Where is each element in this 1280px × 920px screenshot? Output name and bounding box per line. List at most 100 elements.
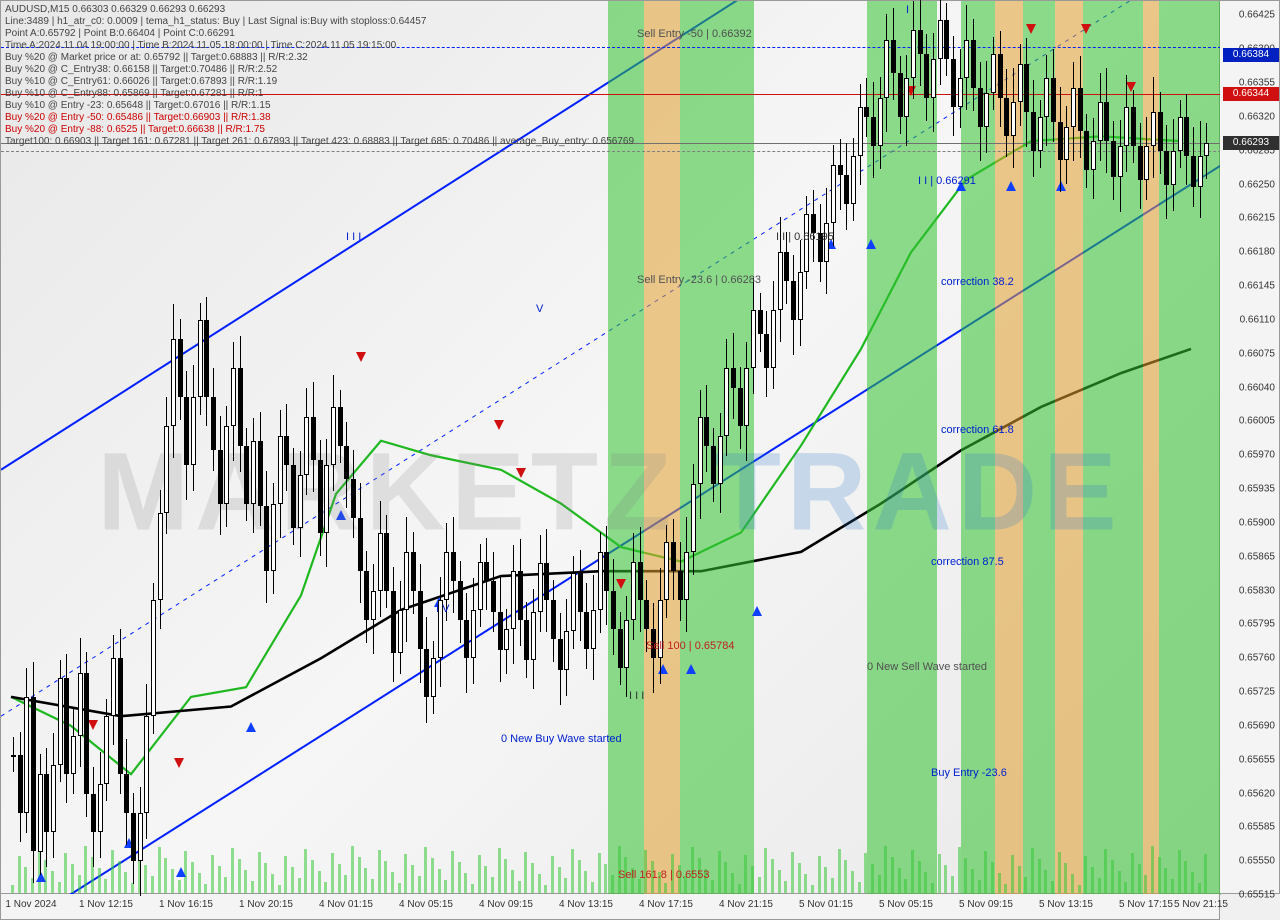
candle-body [771, 310, 776, 368]
candle-body [231, 368, 236, 426]
candle-body [1031, 112, 1036, 151]
candle-body [451, 552, 456, 581]
candle-body [698, 417, 703, 485]
candle-body [711, 446, 716, 485]
candle-body [131, 813, 136, 861]
candle-body [444, 552, 449, 600]
price-tick: 0.65585 [1239, 822, 1275, 833]
candle-body [24, 697, 29, 813]
time-tick: 4 Nov 05:15 [399, 899, 453, 910]
candle-body [1118, 146, 1123, 177]
candle-body [318, 460, 323, 532]
candle-body [1151, 112, 1156, 146]
candle-body [144, 716, 149, 813]
candle-body [758, 310, 763, 334]
time-tick: 4 Nov 01:15 [319, 899, 373, 910]
time-tick: 4 Nov 21:15 [719, 899, 773, 910]
candle-body [478, 562, 483, 610]
price-tick: 0.65725 [1239, 687, 1275, 698]
time-tick: 5 Nov 13:15 [1039, 899, 1093, 910]
candle-body [638, 562, 643, 601]
candle-body [984, 93, 989, 127]
candle-body [164, 426, 169, 513]
candle-body [291, 465, 296, 528]
candle-body [138, 813, 143, 861]
candle-body [351, 479, 356, 518]
time-tick: 4 Nov 13:15 [559, 899, 613, 910]
chart-annotation: Buy Entry -23.6 [931, 767, 1007, 779]
time-tick: 5 Nov 01:15 [799, 899, 853, 910]
candle-body [391, 591, 396, 654]
candle-body [124, 774, 129, 813]
candle-body [178, 339, 183, 397]
plot-area[interactable]: MARKETZ TRADE Sell Entry -23.6 | 0.66283… [0, 0, 1220, 894]
price-tick: 0.66250 [1239, 179, 1275, 190]
price-badge: 0.66293 [1223, 136, 1279, 150]
candle-body [731, 368, 736, 387]
price-badge: 0.66384 [1223, 48, 1279, 62]
candle-body [991, 54, 996, 93]
price-tick: 0.66145 [1239, 281, 1275, 292]
info-line: Line:3489 | h1_atr_c0: 0.0009 | tema_h1_… [5, 16, 634, 28]
candle-body [1051, 78, 1056, 121]
candle-body [1198, 156, 1203, 187]
candle-body [1191, 156, 1196, 187]
candle-body [424, 649, 429, 697]
candle-body [1111, 141, 1116, 177]
candle-body [191, 397, 196, 465]
candle-body [964, 40, 969, 79]
candle-body [978, 88, 983, 127]
candle-body [878, 98, 883, 146]
candle-body [18, 755, 23, 813]
candle-body [644, 600, 649, 629]
chart-annotation: Sell 100 | 0.65784 [646, 640, 734, 652]
candle-body [1171, 151, 1176, 185]
candle-body [1138, 146, 1143, 180]
candle-body [631, 562, 636, 620]
candle-body [738, 388, 743, 427]
chart-annotation: I I I [346, 231, 361, 243]
candle-body [531, 612, 536, 660]
candle-body [898, 73, 903, 116]
time-tick: 4 Nov 17:15 [639, 899, 693, 910]
candle-body [871, 117, 876, 146]
price-tick: 0.66075 [1239, 348, 1275, 359]
candle-body [764, 334, 769, 368]
time-tick: 1 Nov 12:15 [79, 899, 133, 910]
candle-body [324, 465, 329, 533]
candle-body [578, 573, 583, 612]
candle-body [404, 552, 409, 610]
candle-body [1144, 146, 1149, 180]
chart-annotation: correction 61.8 [941, 424, 1014, 436]
candle-body [551, 600, 556, 639]
time-tick: 4 Nov 09:15 [479, 899, 533, 910]
candle-body [311, 417, 316, 460]
candle-body [844, 175, 849, 204]
candle-body [271, 504, 276, 572]
info-line: Buy %20 @ C_Entry38: 0.66158 || Target:0… [5, 64, 634, 76]
candle-body [691, 484, 696, 552]
candle-body [498, 612, 503, 651]
candle-body [618, 629, 623, 668]
candle-body [904, 78, 909, 117]
candle-body [744, 368, 749, 426]
candle-body [1178, 117, 1183, 151]
candle-body [304, 417, 309, 475]
price-tick: 0.65900 [1239, 517, 1275, 528]
candle-body [1058, 122, 1063, 161]
candle-body [1131, 107, 1136, 146]
candle-body [678, 571, 683, 600]
price-tick: 0.66110 [1240, 314, 1275, 325]
price-tick: 0.65760 [1239, 653, 1275, 664]
candle-body [464, 620, 469, 659]
candle-body [1071, 88, 1076, 127]
price-badge: 0.66344 [1223, 87, 1279, 101]
candle-body [458, 581, 463, 620]
candle-body [1091, 141, 1096, 170]
candle-body [998, 54, 1003, 97]
candle-body [298, 475, 303, 528]
chart-annotation: I I | 0.66195 [776, 231, 834, 243]
price-tick: 0.65970 [1239, 450, 1275, 461]
candle-body [1078, 88, 1083, 131]
chart-annotation: 0 New Sell Wave started [867, 661, 987, 673]
